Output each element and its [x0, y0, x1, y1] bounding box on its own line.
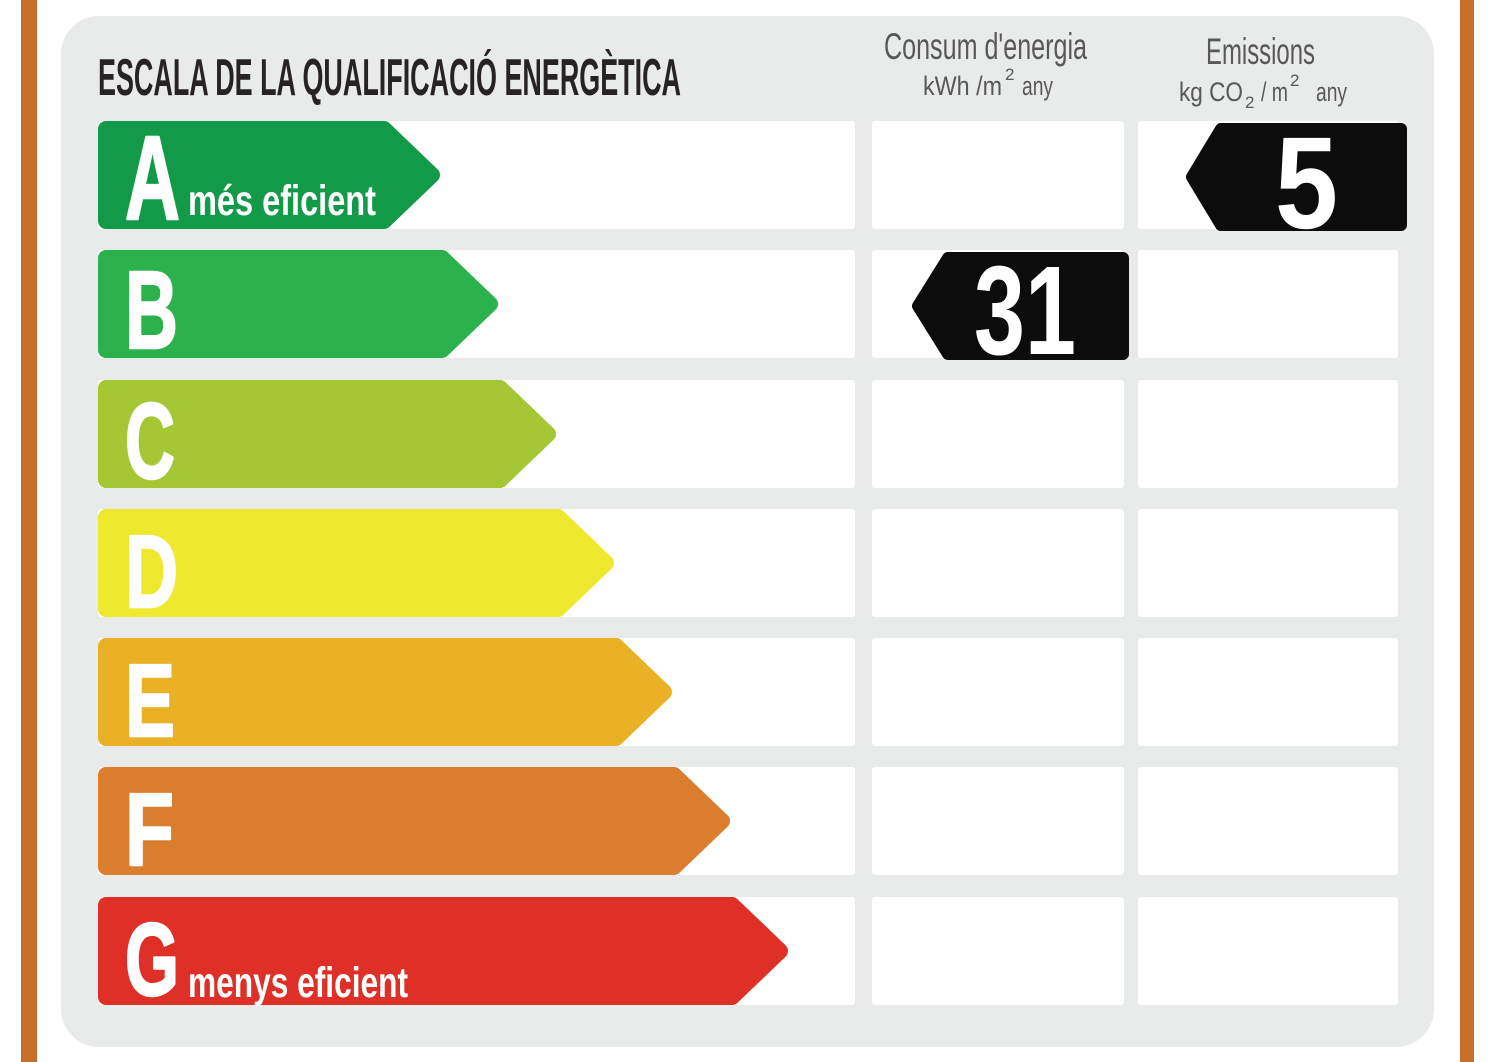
svg-text:kg CO: kg CO	[1179, 77, 1243, 107]
svg-text:G: G	[125, 902, 179, 1017]
svg-text:Consum d'energia: Consum d'energia	[884, 26, 1087, 67]
svg-text:B: B	[125, 249, 178, 372]
svg-text:més eficient: més eficient	[188, 177, 376, 225]
svg-text:/ m: / m	[1261, 77, 1288, 107]
svg-text:F: F	[125, 772, 174, 887]
svg-text:D: D	[125, 514, 178, 629]
svg-text:A: A	[125, 112, 180, 245]
svg-text:menys eficient: menys eficient	[188, 959, 408, 1007]
svg-text:Emissions: Emissions	[1206, 31, 1315, 72]
svg-text:any: any	[1022, 71, 1053, 101]
svg-text:any: any	[1316, 77, 1347, 107]
svg-text:ESCALA DE LA QUALIFICACIÓ ENER: ESCALA DE LA QUALIFICACIÓ ENERGÈTICA	[98, 49, 681, 107]
svg-text:2: 2	[1005, 65, 1014, 84]
svg-text:2: 2	[1290, 71, 1299, 90]
svg-text:C: C	[125, 380, 175, 501]
svg-text:kWh /m: kWh /m	[923, 71, 1002, 101]
svg-text:E: E	[125, 643, 175, 758]
svg-text:2: 2	[1245, 93, 1254, 112]
svg-text:31: 31	[974, 240, 1076, 381]
svg-text:5: 5	[1275, 109, 1338, 256]
